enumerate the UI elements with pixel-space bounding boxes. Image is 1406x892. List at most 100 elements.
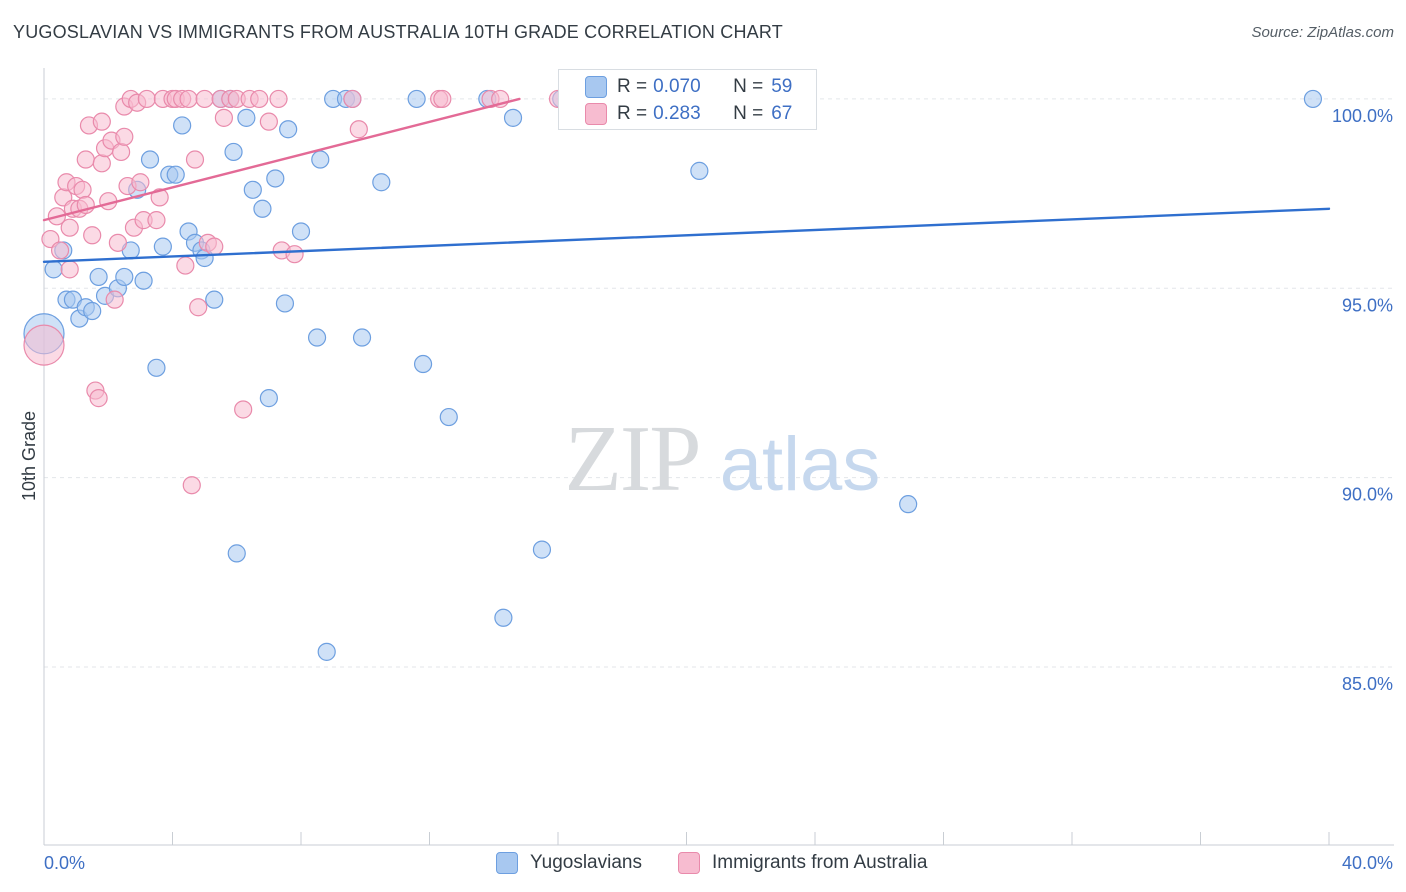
- source-label: Source: ZipAtlas.com: [1251, 24, 1394, 41]
- n-value: 59: [771, 76, 793, 97]
- australia-point: [214, 108, 233, 127]
- australia-point: [433, 89, 452, 109]
- stats-row-yugoslavians: R = 0.070 N = 59: [585, 74, 792, 100]
- yugoslavian-point: [279, 120, 298, 139]
- stats-row-australia: R = 0.283 N = 67: [585, 101, 792, 127]
- y-tick-label: 100.0%: [1332, 106, 1393, 126]
- yugoslavian-point: [205, 290, 224, 309]
- yugoslavian-trend-line: [42, 207, 1331, 263]
- yugoslavian-point: [307, 328, 327, 347]
- australia-point: [50, 241, 70, 260]
- pink-swatch: [585, 103, 607, 125]
- australia-point: [137, 89, 156, 109]
- y-tick-label: 90.0%: [1342, 485, 1393, 505]
- legend-label: Immigrants from Australia: [712, 852, 928, 873]
- yugoslavian-point: [237, 108, 256, 127]
- yugoslavian-point: [153, 237, 172, 256]
- watermark-zip: ZIP: [565, 407, 700, 511]
- legend-swatch-pink: [678, 852, 700, 874]
- legend-item-australia[interactable]: Immigrants from Australia: [678, 852, 927, 874]
- australia-point: [185, 150, 205, 169]
- australia-point: [147, 211, 166, 230]
- australia-point: [23, 324, 65, 366]
- yugoslavian-point: [291, 222, 311, 241]
- blue-swatch: [585, 76, 607, 98]
- australia-point: [205, 237, 224, 256]
- yugoslavian-point: [253, 199, 272, 218]
- australia-points: [23, 89, 568, 495]
- australia-point: [76, 150, 95, 169]
- yugoslavian-point: [317, 642, 336, 661]
- yugoslavian-point: [83, 301, 102, 321]
- australia-point: [60, 218, 79, 237]
- australia-point: [108, 233, 127, 252]
- yugoslavian-point: [173, 116, 192, 135]
- australia-point: [176, 256, 195, 275]
- x-tick-label: 40.0%: [1342, 853, 1393, 873]
- yugoslavian-point: [166, 165, 185, 184]
- yugoslavian-point: [1303, 89, 1323, 109]
- australia-point: [349, 120, 368, 139]
- y-tick-label: 85.0%: [1342, 674, 1393, 694]
- australia-point: [150, 188, 169, 207]
- australia-point: [182, 476, 201, 495]
- australia-point: [111, 142, 131, 162]
- australia-point: [92, 154, 111, 173]
- y-tick-label: 95.0%: [1342, 295, 1393, 315]
- yugoslavian-point: [140, 150, 160, 169]
- r-value: 0.070: [653, 76, 701, 97]
- yugoslavian-point: [532, 540, 552, 559]
- australia-point: [234, 400, 253, 419]
- australia-point: [189, 298, 208, 317]
- australia-trend-line: [42, 97, 521, 222]
- yugoslavian-point: [224, 142, 243, 162]
- yugoslavian-point: [407, 89, 426, 109]
- australia-point: [259, 112, 278, 131]
- trend-lines: [42, 97, 1331, 263]
- y-axis-label: 10th Grade: [19, 411, 39, 501]
- australia-point: [92, 112, 111, 131]
- chart-title: YUGOSLAVIAN VS IMMIGRANTS FROM AUSTRALIA…: [13, 22, 783, 42]
- australia-point: [195, 89, 214, 109]
- n-label: N =: [733, 103, 764, 124]
- australia-point: [250, 89, 269, 109]
- yugoslavian-point: [243, 180, 262, 199]
- australia-point: [105, 290, 124, 309]
- yugoslavian-point: [494, 608, 513, 627]
- legend-swatch-blue: [496, 852, 518, 874]
- watermark-atlas: atlas: [720, 422, 881, 507]
- yugoslavian-point: [147, 358, 166, 377]
- axes: 0.0% 40.0%: [43, 68, 1394, 873]
- n-value: 67: [771, 103, 793, 124]
- r-label: R =: [617, 76, 648, 97]
- yugoslavian-point: [115, 267, 134, 287]
- yugoslavian-point: [44, 260, 63, 279]
- yugoslavian-point: [690, 161, 709, 180]
- yugoslavian-point: [275, 294, 295, 313]
- yugoslavian-point: [134, 271, 153, 290]
- yugoslavian-point: [439, 407, 458, 427]
- yugoslavian-point: [372, 173, 391, 192]
- australia-point: [60, 260, 79, 279]
- australia-point: [89, 389, 108, 408]
- yugoslavian-point: [311, 150, 330, 169]
- yugoslavian-point: [503, 108, 523, 127]
- r-value: 0.283: [653, 103, 701, 124]
- legend-label: Yugoslavians: [530, 852, 642, 873]
- yugoslavian-point: [227, 544, 246, 563]
- correlation-stats-box: R = 0.070 N = 59 R = 0.283 N = 67: [558, 69, 817, 130]
- australia-point: [269, 89, 288, 109]
- yugoslavian-point: [259, 389, 278, 408]
- australia-point: [131, 173, 150, 192]
- yugoslavian-point: [413, 354, 433, 374]
- yugoslavian-point: [352, 328, 372, 347]
- australia-point: [83, 226, 102, 245]
- australia-point: [179, 89, 198, 109]
- n-label: N =: [733, 76, 764, 97]
- chart-legend: Yugoslavians Immigrants from Australia: [0, 848, 1406, 882]
- yugoslavian-point: [266, 169, 285, 188]
- legend-item-yugoslavians[interactable]: Yugoslavians: [496, 852, 642, 874]
- australia-point: [343, 89, 362, 109]
- australia-point: [285, 245, 304, 264]
